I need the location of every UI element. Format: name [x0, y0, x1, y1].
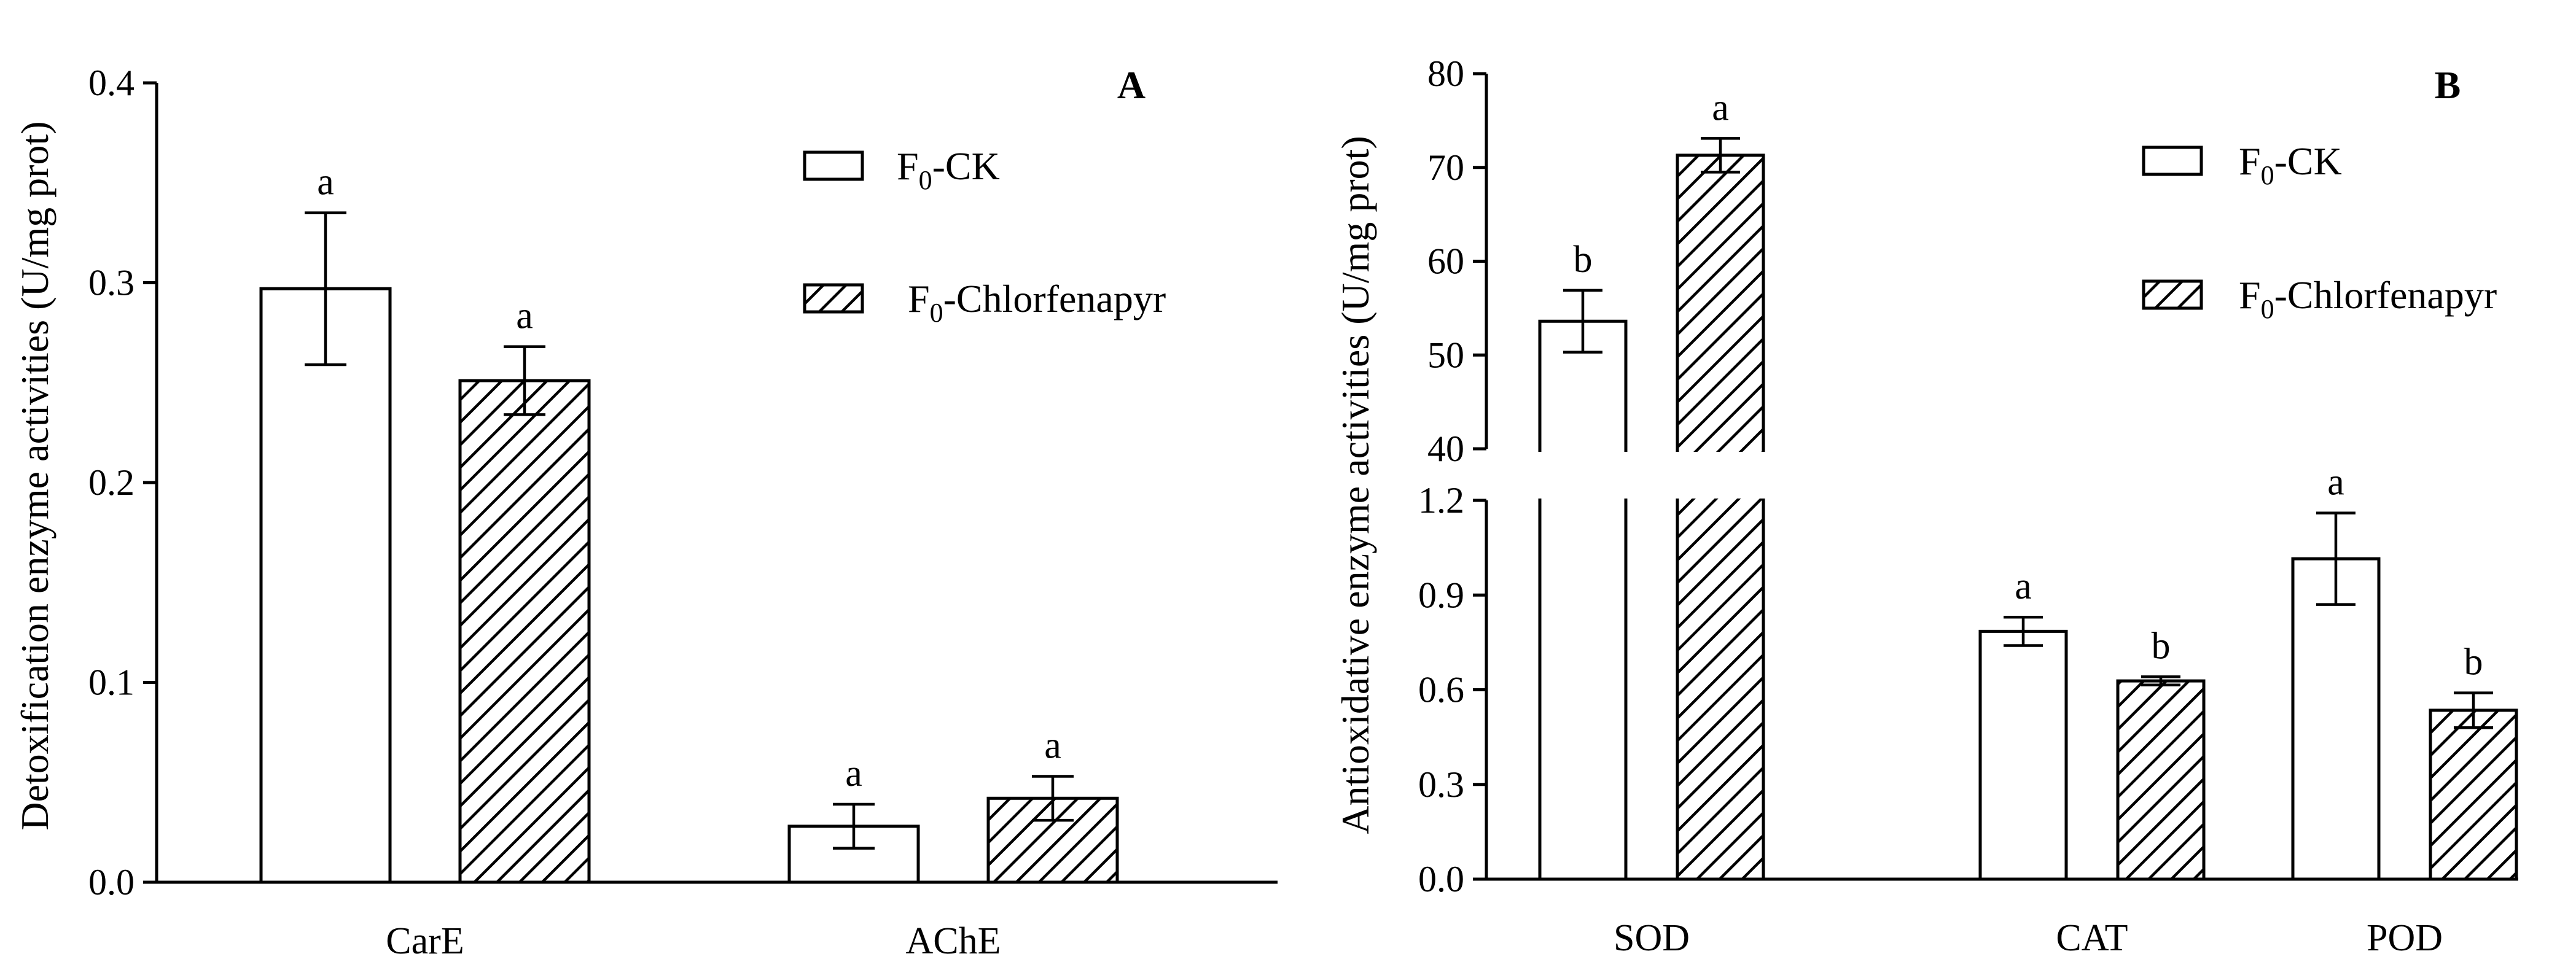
panel-b-sod-f0-ck-bar-lower: [1538, 499, 1628, 881]
panel-b-pod-f0-chlorfenapyr-error-bar: [2454, 691, 2493, 729]
panel-b-sod-f0-ck-significance: b: [1574, 239, 1593, 281]
panel-a-ache-f0-ck-significance: a: [845, 753, 862, 794]
panel-b-letter: B: [2435, 63, 2461, 107]
panel-b-upper-y-tick-label: 50: [1427, 335, 1464, 375]
panel-b-lower-y-tick-label: 0.9: [1418, 575, 1464, 615]
panel-a-y-tick-label: 0.2: [88, 462, 135, 503]
panel-b-pod-f0-chlorfenapyr-bar: [2429, 708, 2518, 881]
panel-b-y-axis-title: Antioxidative enzyme activities (U/mg pr…: [1333, 136, 1377, 834]
panel-a-y-tick-label: 0.3: [88, 263, 135, 303]
panel-b-pod-f0-ck-significance: a: [2327, 462, 2344, 503]
panel-a-care-f0-ck-significance: a: [317, 161, 334, 203]
panel-b-lower-y-tick-label: 0.0: [1418, 859, 1464, 899]
panel-b-legend-label-ck: F0-CK: [2239, 139, 2342, 190]
panel-b-cat-f0-chlorfenapyr-bar: [2116, 679, 2206, 881]
panel-b: B Antioxidative enzyme activities (U/mg …: [1333, 53, 2518, 959]
panel-a-bars: a a a a: [259, 161, 1119, 884]
panel-a-ache-f0-chlorfenapyr-error-bar: [1032, 775, 1074, 822]
panel-b-lower-y-tick-label: 0.6: [1418, 670, 1464, 710]
panel-b-category-cat: CAT: [2056, 917, 2128, 959]
panel-b-pod-f0-ck-error-bar: [2316, 511, 2355, 606]
panel-b-cat-f0-chlorfenapyr-significance: b: [2152, 625, 2171, 667]
panel-a-y-ticks: 0.0 0.1 0.2 0.3 0.4: [88, 63, 157, 902]
panel-a-legend-label-ck: F0-CK: [897, 144, 1000, 195]
panel-b-x-categories: SOD CAT POD: [1614, 917, 2443, 959]
panel-a-care-f0-chlorfenapyr-bar: [458, 379, 591, 884]
panel-b-bars: b a a a b b: [1538, 87, 2518, 881]
panel-b-pod-f0-chlorfenapyr-significance: b: [2464, 642, 2483, 683]
panel-a-y-tick-label: 0.1: [88, 662, 135, 703]
panel-a-legend-swatch-ck: [803, 150, 864, 181]
panel-b-sod-f0-ck-bar-lower-group: [1538, 499, 1628, 881]
panel-a-y-tick-label: 0.4: [88, 63, 135, 103]
panel-b-upper-y-tick-label: 40: [1427, 429, 1464, 469]
panel-a-category-ache: AChE: [906, 920, 1001, 962]
panel-b-sod-f0-chlorfenapyr-bar-upper-group: [1676, 153, 1765, 452]
panel-b-sod-f0-chlorfenapyr-bar-lower-group: [1676, 499, 1765, 881]
panel-b-y-ticks: 0.0 0.3 0.6 0.9 1.2 40 50 60 70 80: [1418, 53, 1486, 899]
panel-a: A Detoxification enzyme activities (U/mg…: [13, 63, 1278, 962]
panel-b-sod-f0-chlorfenapyr-bar-lower: [1676, 499, 1765, 881]
panel-a-care-f0-chlorfenapyr-significance: a: [516, 295, 533, 337]
panel-a-x-categories: CarE AChE: [386, 920, 1001, 962]
panel-b-cat-f0-chlorfenapyr-error-bar: [2141, 675, 2180, 687]
panel-a-y-tick-label: 0.0: [88, 862, 135, 902]
panel-b-pod-f0-ck-bar: [2291, 557, 2381, 881]
panel-b-lower-y-tick-label: 1.2: [1418, 480, 1464, 521]
panel-a-ache-f0-ck-error-bar: [833, 802, 875, 850]
panel-b-sod-f0-chlorfenapyr-significance: a: [1712, 87, 1729, 128]
panel-a-legend-swatch-chlorfenapyr: [803, 283, 864, 314]
panel-b-sod-f0-ck-error-bar: [1563, 289, 1602, 354]
panel-b-cat-f0-ck-significance: a: [2015, 565, 2032, 607]
panel-b-upper-y-tick-label: 60: [1427, 241, 1464, 282]
panel-b-category-sod: SOD: [1614, 917, 1690, 959]
panel-a-category-care: CarE: [386, 920, 464, 962]
panel-a-legend: F0-CK F0-Chlorfenapyr: [803, 144, 1166, 328]
panel-a-letter: A: [1117, 63, 1146, 107]
panel-b-lower-y-tick-label: 0.3: [1418, 764, 1464, 805]
panel-a-care-f0-ck-bar: [259, 287, 392, 884]
panel-a-ache-f0-chlorfenapyr-significance: a: [1044, 724, 1061, 766]
panel-b-legend: F0-CK F0-Chlorfenapyr: [2142, 139, 2497, 324]
panel-b-legend-label-chlorfenapyr: F0-Chlorfenapyr: [2239, 273, 2497, 324]
panel-a-legend-label-chlorfenapyr: F0-Chlorfenapyr: [908, 277, 1166, 328]
panel-b-sod-f0-chlorfenapyr-bar-upper: [1676, 153, 1765, 452]
panel-a-y-axis-title: Detoxification enzyme activities (U/mg p…: [13, 121, 57, 830]
panel-b-sod-f0-chlorfenapyr-error-bar: [1701, 137, 1740, 174]
panel-a-care-f0-ck-error-bar: [305, 211, 346, 367]
panel-b-legend-swatch-ck: [2142, 146, 2203, 176]
panel-b-cat-f0-ck-error-bar: [2004, 615, 2043, 647]
panel-b-upper-y-tick-label: 70: [1427, 147, 1464, 188]
panel-b-upper-y-tick-label: 80: [1427, 53, 1464, 94]
panel-a-care-f0-chlorfenapyr-error-bar: [504, 345, 545, 416]
panel-b-cat-f0-ck-bar: [1978, 629, 2068, 881]
panel-b-category-pod: POD: [2367, 917, 2443, 959]
panel-b-legend-swatch-chlorfenapyr: [2142, 279, 2203, 310]
